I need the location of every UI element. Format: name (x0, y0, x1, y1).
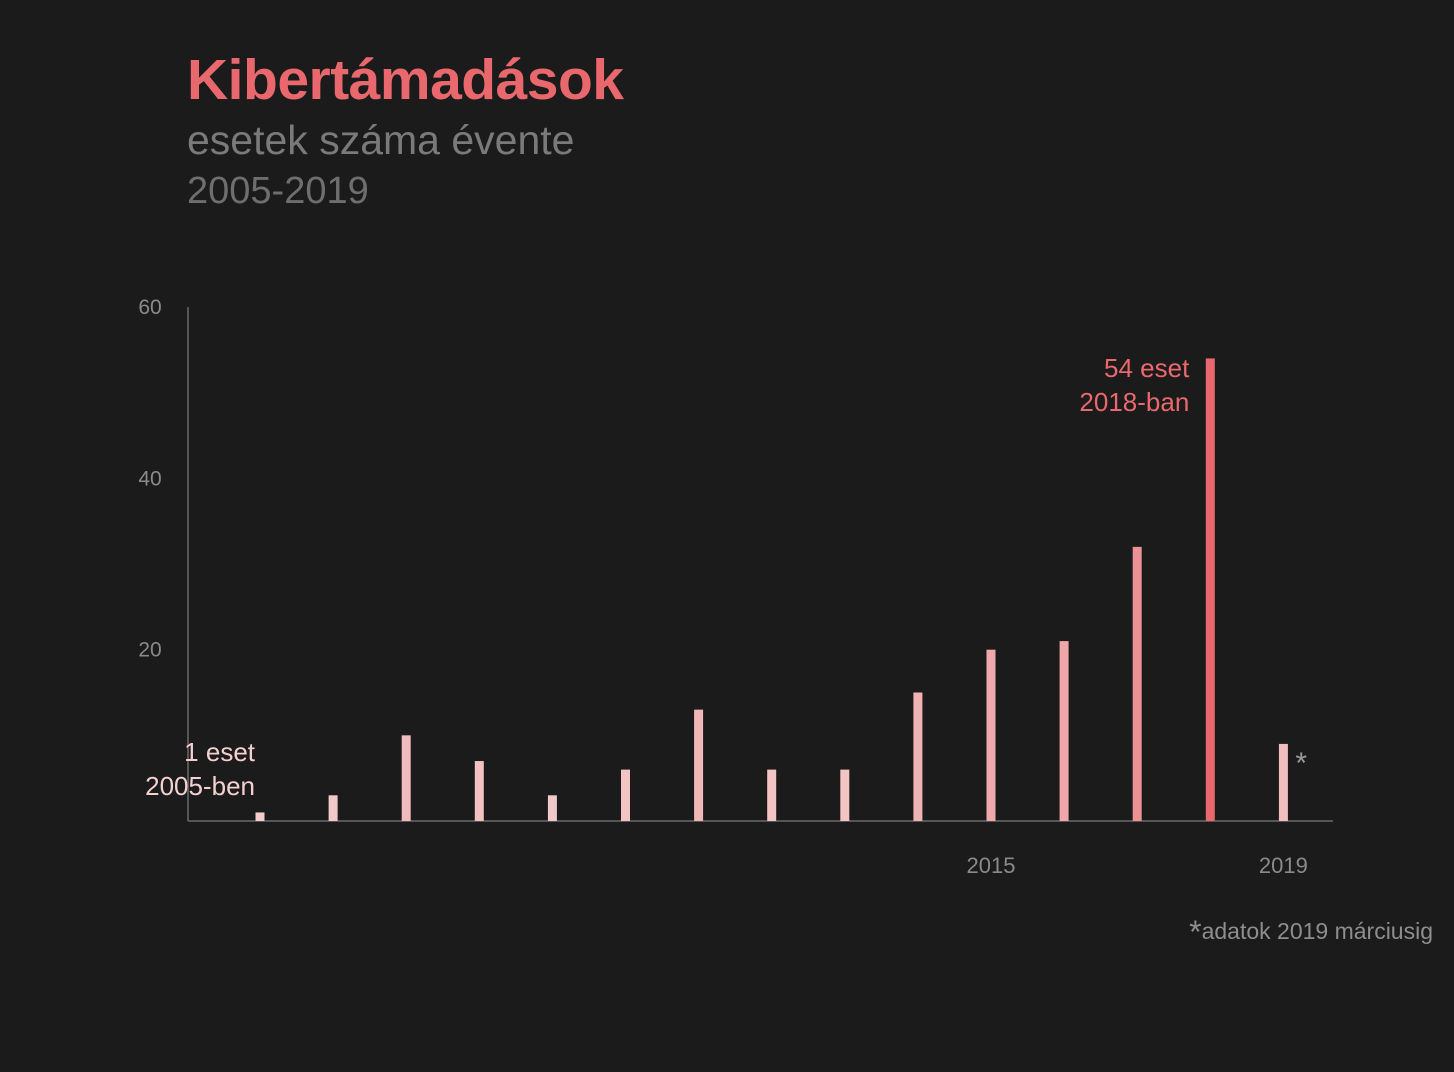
chart-subtitle: esetek száma évente (187, 117, 575, 163)
chart-title: Kibertámadások (187, 48, 624, 112)
bar-2018 (1205, 358, 1215, 821)
chart-period: 2005-2019 (187, 170, 369, 212)
bar-2016 (1059, 641, 1069, 821)
bar-2008 (474, 761, 484, 821)
footnote: *adatok 2019 márciusig (1189, 914, 1433, 951)
bar-2011 (694, 709, 704, 821)
bar-2005 (255, 812, 265, 821)
bar-2017 (1132, 546, 1142, 821)
x-tick-label: 2019 (1259, 853, 1308, 878)
annotation-first-line1: 1 eset (184, 737, 256, 767)
x-tick-label: 2015 (967, 853, 1016, 878)
bar-2013 (840, 769, 850, 821)
annotation-max-line2: 2018-ban (1079, 387, 1189, 417)
annotation-first-line2: 2005-ben (145, 771, 255, 801)
footnote-star: * (1189, 914, 1202, 950)
bar-2019 (1278, 743, 1288, 821)
x-axis-ticks: 2015 2019 (967, 853, 1308, 878)
partial-year-marker: * (1295, 747, 1307, 780)
bar-2007 (401, 735, 411, 821)
bar-2010 (621, 769, 630, 821)
footnote-text: adatok 2019 márciusig (1201, 918, 1433, 944)
bar-2015 (986, 649, 996, 821)
annotation-max-line1: 54 eset (1104, 353, 1190, 383)
y-axis-ticks: 20 40 60 (138, 296, 161, 662)
y-tick-label: 60 (138, 296, 161, 319)
y-tick-label: 20 (138, 639, 161, 662)
bar-2012 (767, 769, 777, 821)
bars-group (255, 358, 1288, 821)
bar-2009 (547, 795, 557, 821)
bar-2014 (913, 692, 923, 821)
y-tick-label: 40 (138, 467, 161, 490)
bar-2006 (328, 795, 338, 821)
